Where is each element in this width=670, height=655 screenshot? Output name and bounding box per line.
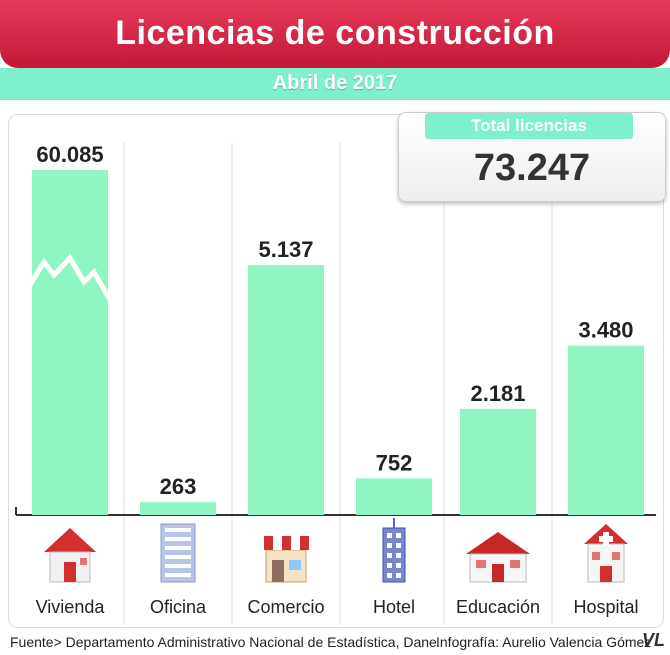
bar-chart: 60.085 Vivienda 263 Oficina 5.137 Comercio 752…: [15, 142, 656, 625]
total-value: 73.247: [473, 147, 591, 189]
total-label: Total licencias: [425, 113, 633, 139]
bar-vivienda: [32, 170, 108, 515]
axis-break-mark: [27, 253, 113, 302]
value-label: 3.480: [578, 318, 633, 343]
total-card: Total licencias 73.247: [398, 112, 666, 202]
credit-note: Infografía: Aurelio Valencia Gómez: [436, 634, 652, 650]
hotel-tower-icon: [382, 518, 406, 583]
category-label: Hospital: [573, 597, 638, 617]
bar-educación: [460, 408, 536, 515]
school-icon: [466, 532, 530, 583]
value-label: 60.085: [36, 142, 103, 167]
office-building-icon: [160, 523, 196, 583]
shop-icon: [264, 536, 309, 583]
hospital-icon: [584, 524, 628, 583]
category-label: Educación: [456, 597, 540, 617]
bar-hotel: [356, 478, 432, 515]
bar-oficina: [140, 502, 216, 515]
author-logo: VL: [642, 630, 666, 650]
bar-hospital: [568, 345, 644, 515]
category-label: Oficina: [150, 597, 207, 617]
subtitle-band: [0, 68, 670, 100]
chart-title: Licencias de construcción: [115, 14, 555, 52]
bar-comercio: [248, 264, 324, 515]
value-label: 263: [160, 474, 197, 499]
chart-subtitle: Abril de 2017: [272, 72, 398, 94]
category-label: Vivienda: [36, 597, 106, 617]
house-icon: [44, 528, 96, 583]
title-banner: [0, 0, 670, 68]
value-label: 2.181: [470, 381, 525, 406]
category-label: Hotel: [373, 597, 415, 617]
category-label: Comercio: [247, 597, 324, 617]
source-note: Fuente> Departamento Administrativo Naci…: [10, 634, 437, 650]
value-label: 752: [376, 450, 413, 475]
value-label: 5.137: [258, 237, 313, 262]
